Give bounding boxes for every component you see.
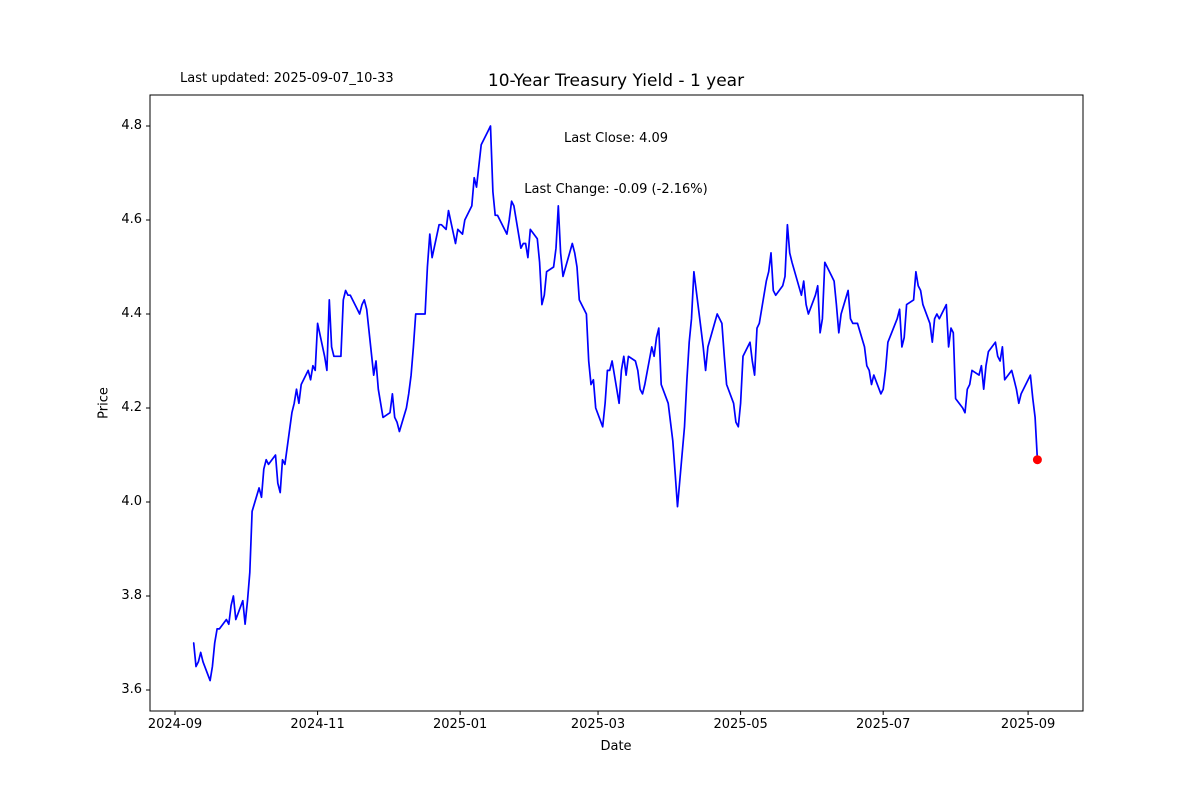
last-close-line: Last Close: 4.09 [563, 131, 669, 146]
x-tick-label: 2024-11 [290, 717, 345, 732]
x-axis-label: Date [600, 739, 632, 754]
x-tick-label: 2024-09 [147, 717, 203, 732]
tick-marks [146, 125, 1029, 715]
y-tick-label: 3.6 [121, 682, 142, 697]
last-updated-label: Last updated: 2025-09-07_10-33 [180, 71, 394, 86]
y-tick-label: 4.2 [121, 400, 142, 415]
y-tick-label: 4.4 [121, 306, 142, 321]
price-line [192, 125, 1039, 682]
last-change-line: Last Change: -0.09 (-2.16%) [524, 182, 708, 197]
last-close-annotation: Last Close: 4.09 Last Change: -0.09 (-2.… [524, 96, 707, 232]
x-tick-label: 2025-03 [570, 717, 626, 732]
x-tick-label: 2025-05 [713, 717, 768, 732]
last-price-marker [1032, 455, 1042, 465]
plot-border [149, 94, 1084, 712]
y-axis-label: Price [96, 387, 112, 419]
chart-title: 10-Year Treasury Yield - 1 year [487, 71, 745, 91]
y-tick-label: 4.0 [121, 494, 142, 509]
x-tick-label: 2025-07 [856, 717, 911, 732]
x-tick-label: 2025-01 [432, 717, 488, 732]
x-tick-label: 2025-09 [1000, 717, 1056, 732]
y-tick-label: 3.8 [121, 588, 142, 603]
y-tick-label: 4.6 [121, 212, 142, 227]
y-tick-label: 4.8 [121, 118, 142, 133]
